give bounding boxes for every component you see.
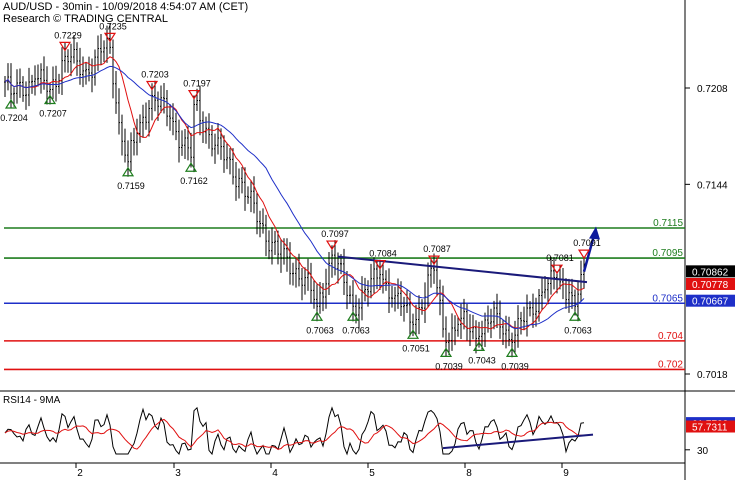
support-marker-icon (505, 347, 519, 357)
support-marker-icon (406, 329, 420, 339)
rsi-axis-label: 30 (697, 446, 709, 457)
rsi-tag-label: 57.7311 (692, 423, 728, 434)
price-tag (686, 294, 735, 307)
rsi-tag (686, 420, 735, 433)
ma-slow-line (4, 65, 585, 330)
turning-point-label: 0.7091 (573, 238, 601, 248)
turning-point-label: 0.7063 (342, 325, 370, 335)
resistance-marker-icon (577, 249, 591, 260)
turning-point-label: 0.7043 (468, 355, 496, 365)
resistance-marker-icon (187, 89, 201, 100)
turning-point-label: 0.7051 (402, 343, 430, 353)
resistance-marker-icon (550, 264, 564, 275)
turning-point-label: 0.7159 (117, 181, 145, 191)
support-marker-icon (310, 311, 324, 321)
resistance-marker-icon (58, 41, 72, 52)
price-tag-label: 0.70667 (692, 297, 729, 308)
level-label: 0.704 (658, 331, 683, 342)
time-axis-label: 2 (77, 468, 83, 479)
resistance-marker-icon (325, 240, 339, 251)
resistance-marker-icon (427, 255, 441, 266)
price-tag-label: 0.70778 (692, 280, 729, 291)
support-marker-icon (4, 98, 18, 109)
turning-point-label: 0.7063 (564, 325, 592, 335)
level-label: 0.702 (658, 359, 683, 370)
rsi-trendline (442, 433, 594, 450)
support-marker-icon (43, 94, 57, 105)
time-axis-label: 3 (175, 468, 181, 479)
support-marker-icon (121, 166, 135, 177)
turning-point-label: 0.7097 (321, 229, 349, 239)
time-axis-label: 9 (563, 468, 569, 479)
turning-point-label: 0.7063 (306, 325, 334, 335)
price-axis-label: 0.7208 (697, 84, 728, 95)
turning-point-label: 0.7081 (546, 253, 574, 263)
time-axis-label: 4 (272, 468, 278, 479)
turning-point-label: 0.7204 (0, 113, 28, 123)
price-tag-label: 0.70862 (692, 267, 729, 278)
chart-source: Research © TRADING CENTRAL (3, 13, 168, 25)
resistance-marker-icon (373, 260, 387, 270)
turning-point-label: 0.7087 (423, 244, 451, 254)
chart-title: AUD/USD - 30min - 10/09/2018 4:54:07 AM … (3, 1, 249, 13)
support-marker-icon (568, 311, 582, 321)
turning-point-label: 0.7235 (99, 21, 127, 31)
resistance-marker-icon (145, 80, 159, 91)
turning-point-label: 0.7197 (183, 79, 211, 89)
level-label: 0.7065 (652, 293, 683, 304)
price-axis-label: 0.7018 (697, 370, 728, 381)
rsi-title: RSI14 - 9MA (3, 395, 61, 406)
turning-point-label: 0.7039 (435, 361, 463, 371)
support-marker-icon (439, 347, 453, 357)
projection-arrow-shaft (582, 235, 596, 272)
turning-point-label: 0.7229 (54, 30, 82, 40)
rsi-line (4, 406, 585, 456)
price-tag (686, 265, 735, 278)
ma-fast-line (4, 56, 585, 331)
time-axis-label: 5 (369, 468, 375, 479)
price-tag (686, 277, 735, 290)
resistance-marker-icon (103, 32, 117, 43)
rsi-ma-line (4, 418, 585, 450)
level-label: 0.7095 (652, 248, 683, 259)
time-axis-label: 8 (466, 468, 472, 479)
turning-point-label: 0.7203 (141, 70, 169, 80)
support-marker-icon (346, 311, 360, 321)
support-marker-icon (184, 162, 198, 172)
projection-arrow-head (589, 226, 600, 240)
turning-point-label: 0.7207 (39, 109, 67, 119)
turning-point-label: 0.7039 (501, 361, 529, 371)
level-label: 0.7115 (653, 218, 683, 229)
turning-point-label: 0.7084 (369, 249, 397, 259)
price-axis-label: 0.7144 (697, 180, 728, 191)
turning-point-label: 0.7162 (180, 176, 208, 186)
support-marker-icon (472, 341, 486, 351)
